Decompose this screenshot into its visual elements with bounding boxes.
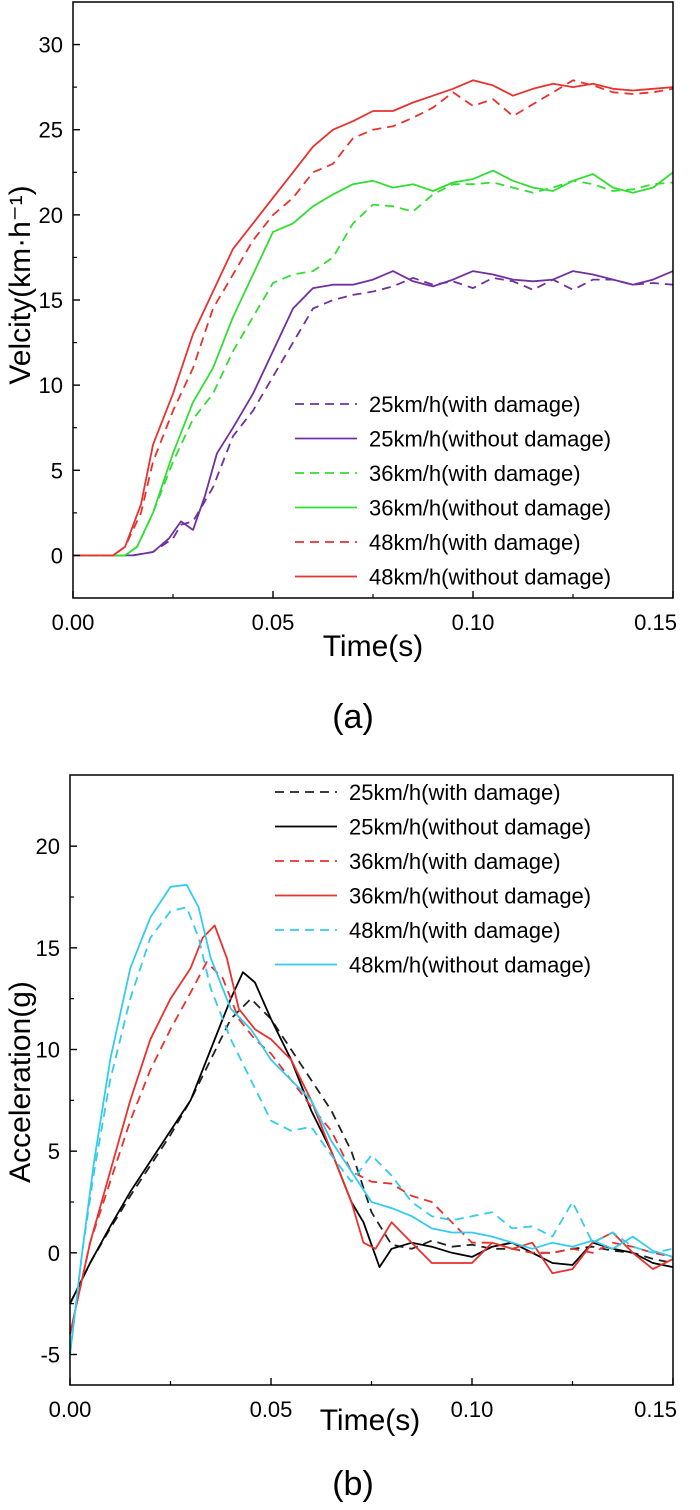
acceleration-legend-label-4: 36km/h(without damage) (349, 884, 591, 909)
velocity-chart-panel: 0.00 0.05 0.10 0.15 0 5 10 15 20 25 30 25km/h(with… (4, 1, 677, 736)
acceleration-y-tick-label: -5 (40, 1343, 60, 1368)
acceleration-series-line-6 (69, 883, 674, 1355)
acceleration-y-tick-label: 15 (36, 936, 60, 961)
velocity-x-tick-label: 0.00 (52, 610, 95, 635)
velocity-x-tick-label: 0.05 (252, 610, 295, 635)
acceleration-legend-label-6: 48km/h(without damage) (349, 953, 591, 978)
acceleration-x-tick-label: 0.15 (634, 1397, 677, 1422)
velocity-legend-label-3: 36km/h(with damage) (369, 461, 581, 486)
acceleration-y-tick-label: 10 (36, 1038, 60, 1063)
velocity-y-tick-label: 15 (39, 288, 63, 313)
acceleration-x-tick-label: 0.10 (451, 1397, 494, 1422)
acceleration-legend-label-5: 48km/h(with damage) (349, 918, 561, 943)
velocity-x-tick-label: 0.15 (634, 610, 677, 635)
acceleration-series-line-5 (69, 906, 674, 1355)
velocity-y-tick-label: 25 (39, 118, 63, 143)
velocity-series-line-5 (73, 79, 674, 557)
acceleration-series-line-4 (69, 924, 674, 1335)
velocity-legend: 25km/h(with damage) 25km/h(without damage… (295, 392, 611, 590)
velocity-y-tick-label: 30 (39, 33, 63, 58)
acceleration-x-tick-label: 0.05 (250, 1397, 293, 1422)
panel-a-caption: (a) (332, 698, 374, 736)
acceleration-series-line-2 (69, 971, 674, 1305)
acceleration-x-tick-label: 0.00 (49, 1397, 92, 1422)
velocity-x-axis-title: Time(s) (323, 630, 424, 663)
acceleration-x-axis-title: Time(s) (320, 1404, 421, 1437)
acceleration-series-line-3 (69, 961, 674, 1335)
acceleration-legend-label-3: 36km/h(with damage) (349, 849, 561, 874)
acceleration-legend-label-1: 25km/h(with damage) (349, 780, 561, 805)
velocity-legend-label-2: 25km/h(without damage) (369, 427, 611, 452)
velocity-legend-label-4: 36km/h(without damage) (369, 496, 611, 521)
velocity-y-tick-label: 20 (39, 203, 63, 228)
velocity-legend-label-1: 25km/h(with damage) (369, 392, 581, 417)
velocity-y-axis-title: Velcity(km·h⁻¹) (4, 185, 37, 384)
velocity-series-line-1 (73, 277, 674, 557)
velocity-series-line-4 (73, 169, 674, 557)
velocity-y-tick-label: 10 (39, 373, 63, 398)
velocity-series-line-6 (73, 79, 674, 557)
acceleration-ticks: 0.00 0.05 0.10 0.15 -5 0 5 10 15 20 (36, 834, 677, 1422)
acceleration-legend: 25km/h(with damage) 25km/h(without damage… (275, 780, 591, 978)
acceleration-legend-label-2: 25km/h(without damage) (349, 815, 591, 840)
velocity-x-tick-label: 0.10 (452, 610, 495, 635)
acceleration-series-line-1 (69, 997, 674, 1305)
velocity-ticks: 0.00 0.05 0.10 0.15 0 5 10 15 20 25 30 (39, 33, 677, 635)
acceleration-y-tick-label: 0 (48, 1241, 60, 1266)
velocity-series-layer (73, 79, 674, 557)
acceleration-series-layer (69, 883, 674, 1355)
panel-b-caption: (b) (332, 1465, 374, 1503)
acceleration-chart-panel: 0.00 0.05 0.10 0.15 -5 0 5 10 15 20 25km/h(with d… (4, 774, 677, 1503)
acceleration-y-tick-label: 5 (48, 1139, 60, 1164)
velocity-legend-label-5: 48km/h(with damage) (369, 530, 581, 555)
velocity-y-tick-label: 5 (51, 458, 63, 483)
velocity-series-line-3 (73, 179, 674, 557)
acceleration-y-axis-title: Acceleration(g) (4, 981, 37, 1183)
velocity-legend-label-6: 48km/h(without damage) (369, 565, 611, 590)
velocity-series-line-2 (73, 270, 674, 557)
acceleration-y-tick-label: 20 (36, 834, 60, 859)
velocity-y-tick-label: 0 (51, 543, 63, 568)
